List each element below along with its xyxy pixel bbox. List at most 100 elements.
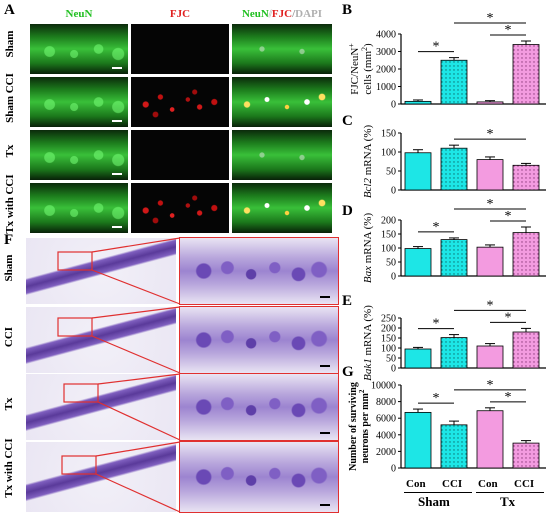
chart-b-sig-star-2: * <box>487 11 494 26</box>
chart-b-bar-1 <box>440 59 468 105</box>
panel-a-label: A <box>4 2 15 18</box>
channel-fjc-label: FJC <box>169 8 191 20</box>
chart-b-ylabel-sup1: + <box>347 43 356 48</box>
chart-e-sig-star-1: * <box>505 310 512 325</box>
f-guide-sham-top <box>91 237 181 253</box>
group-line-sham <box>404 492 472 493</box>
chart-e-ytick-label-5: 250 <box>381 314 396 325</box>
merge-sep-1: / <box>268 8 272 20</box>
f-highmag-tx <box>179 373 339 441</box>
channel-neun-label: NeuN <box>65 8 93 20</box>
f-guide-tx-top <box>97 373 181 385</box>
panel-b-label: B <box>342 2 353 18</box>
panel-d-label: D <box>342 203 353 219</box>
chart-d-ytick-label-1: 50 <box>386 258 396 269</box>
chart-d-sig-star-2: * <box>487 197 494 212</box>
chart-e-bar-3 <box>512 331 540 369</box>
chart-g-bar-3 <box>512 442 540 469</box>
chart-d-sig-star-1: * <box>505 209 512 224</box>
f-zoom-box-sham <box>57 251 93 271</box>
chart-e-bar-1 <box>440 337 468 369</box>
chart-c-sig-star-0: * <box>487 127 494 142</box>
chart-d-ylabel-gene: Bax <box>362 266 374 283</box>
a-tile-sham-merge <box>232 24 332 74</box>
a-tile-shamcci-fjc <box>131 77 229 127</box>
chart-e-ylabel-gene: Bak1 <box>362 358 374 381</box>
chart-b-bar-3 <box>512 44 540 105</box>
chart-e-sig-star-0: * <box>433 317 440 332</box>
panel-c-label: C <box>342 113 353 129</box>
a-tile-txcci-fjc <box>131 183 229 233</box>
a-tile-sham-fjc <box>131 24 229 74</box>
chart-b-ytick-label-4: 4000 <box>376 30 396 41</box>
a-tile-tx-neun <box>30 130 128 180</box>
chart-g-ytick-label-0: 0 <box>391 464 396 475</box>
a-tile-sham-neun <box>30 24 128 74</box>
chart-d-bar-2 <box>476 246 504 277</box>
chart-d-bar-3 <box>512 232 540 277</box>
chart-g-ytick-label-4: 8000 <box>376 397 396 408</box>
f-guide-sham-bottom <box>91 269 181 305</box>
chart-e-ylabel: Bak1 mRNA (%) <box>362 305 374 381</box>
chart-c-ytick-label-1: 50 <box>386 167 396 178</box>
chart-g-sig-star-2: * <box>487 378 494 393</box>
chart-g-ytick-label-2: 4000 <box>376 430 396 441</box>
chart-b-ylabel-sup2: 2 <box>360 47 369 51</box>
f-zoom-box-cci <box>57 317 93 337</box>
chart-d-bar-1 <box>440 239 468 277</box>
chart-d-ylabel-unit: mRNA (%) <box>362 213 374 267</box>
chart-b-ylabel-close: ) <box>362 43 374 47</box>
f-guide-cci-top <box>91 306 181 319</box>
f-zoom-box-txcci <box>61 455 97 475</box>
x-label-sham-con: Con <box>406 478 426 490</box>
f-highmag-txcci <box>179 441 339 513</box>
chart-e-ylabel-unit: mRNA (%) <box>362 305 374 359</box>
chart-b-bar-2 <box>476 101 504 105</box>
chart-b-ytick-label-3: 3000 <box>376 47 396 58</box>
chart-e-ytick-label-3: 150 <box>381 334 396 345</box>
f-guide-txcci-top <box>95 441 181 457</box>
chart-c-bar-3 <box>512 164 540 191</box>
a-tile-shamcci-merge <box>232 77 332 127</box>
a-tile-txcci-neun <box>30 183 128 233</box>
group-label-tx: Tx <box>500 494 516 509</box>
f-highmag-sham <box>179 237 339 305</box>
chart-e-sig-star-2: * <box>487 298 494 313</box>
panel-e-label: E <box>342 293 353 309</box>
chart-g-sig-star-1: * <box>505 390 512 405</box>
panel-f-label: F <box>4 232 14 248</box>
merge-sep-2: / <box>292 8 296 20</box>
chart-b-bar-0 <box>404 100 432 105</box>
f-guide-tx-bottom <box>97 401 181 441</box>
chart-e-ytick-label-4: 200 <box>381 324 396 335</box>
chart-e-ytick-label-0: 0 <box>391 364 396 375</box>
group-label-sham: Sham <box>418 494 450 509</box>
f-lowmag-tx <box>26 374 176 440</box>
f-highmag-cci <box>179 306 339 374</box>
chart-g-ytick-label-5: 10000 <box>371 381 396 392</box>
a-tile-shamcci-neun <box>30 77 128 127</box>
chart-d-ylabel: Bax mRNA (%) <box>362 213 374 284</box>
x-label-tx-con: Con <box>478 478 498 490</box>
f-guide-cci-bottom <box>91 335 181 374</box>
chart-c-ylabel-gene: Bcl2 <box>362 178 374 199</box>
chart-b-ylabel-line2: cells (mm2) <box>360 43 375 95</box>
chart-g-sig-star-0: * <box>433 391 440 406</box>
channel-merge-label: NeuN/FJC/DAPI <box>232 8 332 20</box>
chart-d-bar-0 <box>404 248 432 277</box>
chart-d-sig-star-0: * <box>433 220 440 235</box>
chart-e-ytick-label-2: 100 <box>381 344 396 355</box>
chart-e-bar-2 <box>476 345 504 369</box>
chart-e-bar-0 <box>404 348 432 369</box>
chart-c-bar-2 <box>476 159 504 191</box>
group-line-tx <box>476 492 544 493</box>
chart-c-ytick-label-2: 100 <box>381 148 396 159</box>
panel-g-label: G <box>342 364 354 380</box>
chart-g-ylabel-sup: 2 <box>358 389 366 393</box>
chart-c-ytick-label-0: 0 <box>391 186 396 197</box>
chart-g-ylabel-line1: Number of surviving <box>348 382 359 471</box>
chart-c-ytick-label-3: 150 <box>381 129 396 140</box>
merge-fjc-text: FJC <box>271 8 293 20</box>
